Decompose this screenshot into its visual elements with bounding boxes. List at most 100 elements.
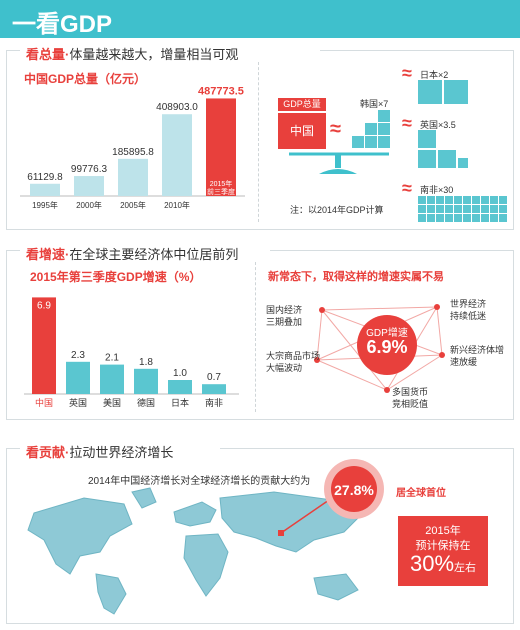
gdp-total-category-label: 2015年 — [210, 179, 233, 188]
south-africa-block — [463, 205, 471, 213]
south-africa-block — [463, 214, 471, 222]
header-bar — [0, 0, 520, 38]
south-africa-block — [436, 205, 444, 213]
gdp-growth-bar — [32, 297, 56, 394]
south-africa-block — [427, 205, 435, 213]
factor-commodities: 大宗商品市场大幅波动 — [266, 351, 321, 373]
world-map — [27, 487, 363, 615]
south-africa-block — [481, 196, 489, 204]
forecast-text: 预计保持在 — [415, 540, 471, 552]
gdp-growth-category-label: 德国 — [137, 397, 155, 408]
south-africa-block — [454, 205, 462, 213]
gdp-total-chart-title: 中国GDP总量（亿元） — [24, 72, 147, 86]
gdp-total-value-label: 487773.5 — [198, 85, 244, 97]
gdp-growth-chart: 6.9 中国 2.3 英国 2.1 美国 1.8 德国 1.0 日本 0.7 南非 — [24, 297, 239, 408]
south-africa-block — [490, 214, 498, 222]
gdp-growth-category-label: 英国 — [69, 397, 87, 408]
gdp-total-bar — [206, 98, 236, 196]
balance-scale-icon — [289, 152, 389, 174]
south-africa-block — [490, 205, 498, 213]
china-gdp-block — [278, 113, 326, 149]
south-africa-block — [499, 205, 507, 213]
south-africa-block — [445, 196, 453, 204]
gdp-growth-value-label: 6.9 — [37, 300, 51, 311]
south-africa-block — [418, 196, 426, 204]
factor-emerging: 新兴经济体增速放缓 — [450, 345, 505, 367]
south-africa-block — [427, 196, 435, 204]
gdp-growth-bar — [202, 384, 226, 394]
korea-blocks — [352, 110, 390, 148]
growth-factors-network — [314, 304, 445, 393]
contribution-text: 2014年中国经济增长对全球经济增长的贡献大约为 — [88, 476, 311, 487]
rank-text: 居全球首位 — [396, 488, 446, 499]
contribution-value: 27.8% — [334, 482, 374, 498]
gdp-growth-bar — [168, 380, 192, 394]
approx-equal-sign-japan: ≈ — [402, 63, 412, 83]
japan-blocks — [418, 80, 468, 104]
gdp-total-category-label: 2005年 — [120, 200, 146, 210]
gdp-growth-bar — [66, 361, 90, 394]
page-title: 一看GDP — [12, 11, 113, 38]
south-africa-blocks — [418, 196, 507, 222]
south-africa-block — [472, 205, 480, 213]
section-growth-title: 看增速·在全球主要经济体中位居前列 — [26, 247, 239, 262]
gdp-note: 注：以2014年GDP计算 — [290, 205, 384, 215]
gdp-total-bar — [74, 176, 104, 196]
forecast-year: 2015年 — [425, 525, 461, 537]
gdp-growth-value-label: 2.3 — [71, 350, 85, 361]
south-africa-block — [418, 205, 426, 213]
gdp-total-category-label: 2000年 — [76, 200, 102, 210]
factor-world: 世界经济持续低迷 — [450, 299, 487, 321]
south-africa-block — [436, 214, 444, 222]
south-africa-block — [418, 214, 426, 222]
japan-label: 日本×2 — [420, 70, 449, 80]
gdp-total-value-label: 185895.8 — [112, 147, 154, 158]
south-africa-block — [472, 196, 480, 204]
south-africa-block — [445, 205, 453, 213]
gdp-growth-value-label: 1.8 — [139, 357, 153, 368]
gdp-growth-bar — [134, 368, 158, 394]
gdp-growth-value-label: 2.1 — [105, 353, 119, 364]
approx-equal-sign-uk: ≈ — [402, 113, 412, 133]
uk-label: 英国×3.5 — [420, 120, 456, 130]
south-africa-block — [445, 214, 453, 222]
south-africa-block — [472, 214, 480, 222]
china-label: 中国 — [289, 124, 314, 138]
forecast-value: 30% — [409, 551, 455, 576]
forecast-box — [398, 516, 488, 586]
section-contribution-title: 看贡献·拉动世界经济增长 — [26, 445, 174, 460]
factor-currencies: 多国货币竞相贬值 — [392, 387, 429, 409]
gdp-growth-bar — [100, 364, 124, 394]
gdp-total-category-label: 前三季度 — [207, 187, 235, 196]
section-contribution-box — [6, 448, 514, 624]
approx-equal-sign-south-africa: ≈ — [402, 178, 412, 198]
gdp-growth-value-label: 1.0 — [173, 368, 187, 379]
gdp-growth-category-label: 中国 — [35, 397, 53, 408]
gdp-growth-value-label: 0.7 — [207, 372, 221, 383]
growth-center-value: 6.9% — [366, 337, 408, 357]
gdp-growth-category-label: 日本 — [171, 397, 189, 408]
factor-domestic: 国内经济三期叠加 — [266, 305, 303, 327]
growth-center-label: GDP增速 — [366, 328, 408, 339]
south-africa-block — [427, 214, 435, 222]
gdp-total-value-label: 408903.0 — [156, 102, 198, 113]
south-africa-block — [454, 214, 462, 222]
gdp-total-category-label: 2010年 — [164, 200, 190, 210]
south-africa-block — [499, 214, 507, 222]
south-africa-block — [436, 196, 444, 204]
south-africa-label: 南非×30 — [420, 185, 454, 195]
new-normal-title: 新常态下，取得这样的增速实属不易 — [268, 271, 444, 283]
gdp-total-value-label: 99776.3 — [71, 164, 108, 175]
gdp-growth-chart-title: 2015年第三季度GDP增速（%） — [30, 270, 202, 284]
forecast-suffix: 左右 — [454, 562, 477, 574]
gdp-growth-category-label: 南非 — [205, 397, 223, 408]
gdp-total-category-label: 1995年 — [32, 200, 58, 210]
forecast-value-line: 30%左右 — [398, 551, 488, 577]
gdp-total-bar — [30, 183, 60, 196]
south-africa-block — [499, 196, 507, 204]
gdp-total-chart: 61129.8 1995年 99776.3 2000年 185895.8 2005年 408… — [20, 85, 245, 210]
south-africa-block — [454, 196, 462, 204]
south-africa-block — [481, 205, 489, 213]
section-total-title-bg — [20, 43, 320, 59]
contribution-circle — [331, 466, 377, 512]
